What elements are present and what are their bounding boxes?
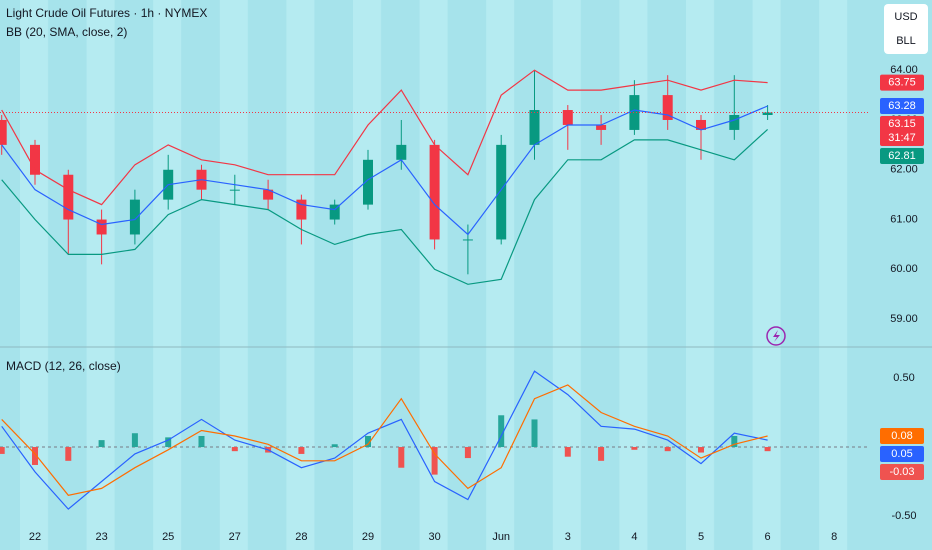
y-tick-label: 59.00 <box>890 313 918 325</box>
histogram-bar <box>464 447 471 459</box>
price-tag-label: 0.08 <box>891 430 912 442</box>
x-tick-label: 6 <box>765 531 771 543</box>
series-line <box>1 384 768 496</box>
x-tick-label: Jun <box>492 531 510 543</box>
chart-title: Light Crude Oil Futures · 1h · NYMEX <box>6 6 207 20</box>
price-tag <box>880 74 924 91</box>
candle-body <box>429 144 440 240</box>
series-line <box>1 69 768 206</box>
histogram-bar <box>131 433 138 448</box>
candle-body <box>529 110 540 145</box>
series-line <box>1 128 769 285</box>
candle-body <box>562 110 573 125</box>
y-tick-label: 0.50 <box>893 372 914 384</box>
x-tick-label: 3 <box>565 531 571 543</box>
histogram-bar <box>531 419 538 448</box>
indicator-label: BB (20, SMA, close, 2) <box>6 25 127 39</box>
histogram-bar <box>331 444 338 448</box>
candle-body <box>662 95 673 120</box>
x-tick-label: 25 <box>162 531 174 543</box>
price-tag <box>880 148 924 165</box>
series-line <box>1 105 768 236</box>
histogram-bar <box>298 447 305 454</box>
histogram-bar <box>365 435 371 448</box>
histogram-bar <box>65 447 72 461</box>
x-tick-label: 5 <box>698 531 704 543</box>
candle-body <box>229 189 240 191</box>
histogram-bar <box>398 447 405 468</box>
x-tick-label: 27 <box>229 531 241 543</box>
y-tick-label: 64.00 <box>890 64 918 76</box>
candle-body <box>129 199 140 235</box>
candle-body <box>496 144 507 240</box>
candle-body <box>63 174 74 220</box>
candle-body <box>363 159 373 205</box>
x-tick-label: 28 <box>295 531 307 543</box>
histogram-bar <box>32 447 38 465</box>
candle-body <box>96 219 107 235</box>
unit-button[interactable]: BLL <box>896 35 916 47</box>
series-line <box>1 370 768 510</box>
price-tag-label: 62.81 <box>888 150 916 162</box>
price-tag <box>880 463 924 480</box>
histogram-bar <box>564 447 571 457</box>
candle-body <box>0 119 7 145</box>
indicator-label: MACD (12, 26, close) <box>6 359 121 373</box>
price-tag <box>880 116 924 147</box>
x-tick-label: 29 <box>362 531 374 543</box>
alert-icon[interactable] <box>766 326 786 346</box>
histogram-bar <box>165 437 172 448</box>
price-tag-label: 63.15 <box>888 118 916 130</box>
candle-body <box>263 189 274 200</box>
candle-body <box>462 239 473 241</box>
candle-body <box>30 144 40 175</box>
histogram-bar <box>0 447 5 454</box>
candle-body <box>762 112 773 115</box>
price-tag <box>880 427 924 444</box>
histogram-bar <box>664 447 671 452</box>
price-tag-label: -0.03 <box>889 466 914 478</box>
histogram-bar <box>498 415 505 448</box>
x-tick-label: 4 <box>631 531 637 543</box>
currency-button[interactable]: USD <box>894 11 917 23</box>
candle-body <box>296 199 307 220</box>
histogram-bar <box>98 440 105 448</box>
y-tick-label: 61.00 <box>890 213 918 225</box>
y-tick-label: -0.50 <box>891 510 916 522</box>
x-tick-label: 23 <box>95 531 107 543</box>
price-tag <box>880 445 924 462</box>
histogram-bar <box>698 447 704 453</box>
histogram-bar <box>431 447 438 475</box>
x-tick-label: 8 <box>831 531 837 543</box>
candle-body <box>329 204 340 220</box>
candle-body <box>629 95 640 130</box>
price-tag-label: 63.75 <box>888 77 916 89</box>
histogram-bar <box>231 447 238 452</box>
price-tag-label: 0.05 <box>891 448 912 460</box>
histogram-bar <box>198 435 205 448</box>
candle-body <box>729 115 740 130</box>
price-tag <box>880 98 924 115</box>
y-tick-label: 62.00 <box>890 164 918 176</box>
histogram-bar <box>764 447 771 452</box>
unit-box[interactable] <box>884 4 928 54</box>
x-tick-label: 30 <box>428 531 440 543</box>
y-tick-label: 60.00 <box>890 263 918 275</box>
candle-body <box>696 119 706 130</box>
x-tick-label: 22 <box>29 531 41 543</box>
countdown-label: 31:47 <box>888 132 916 144</box>
histogram-bar <box>731 435 738 448</box>
candle-body <box>396 144 407 160</box>
price-tag-label: 63.28 <box>888 100 916 112</box>
histogram-bar <box>631 447 638 450</box>
candle-body <box>596 124 607 130</box>
histogram-bar <box>598 447 605 461</box>
